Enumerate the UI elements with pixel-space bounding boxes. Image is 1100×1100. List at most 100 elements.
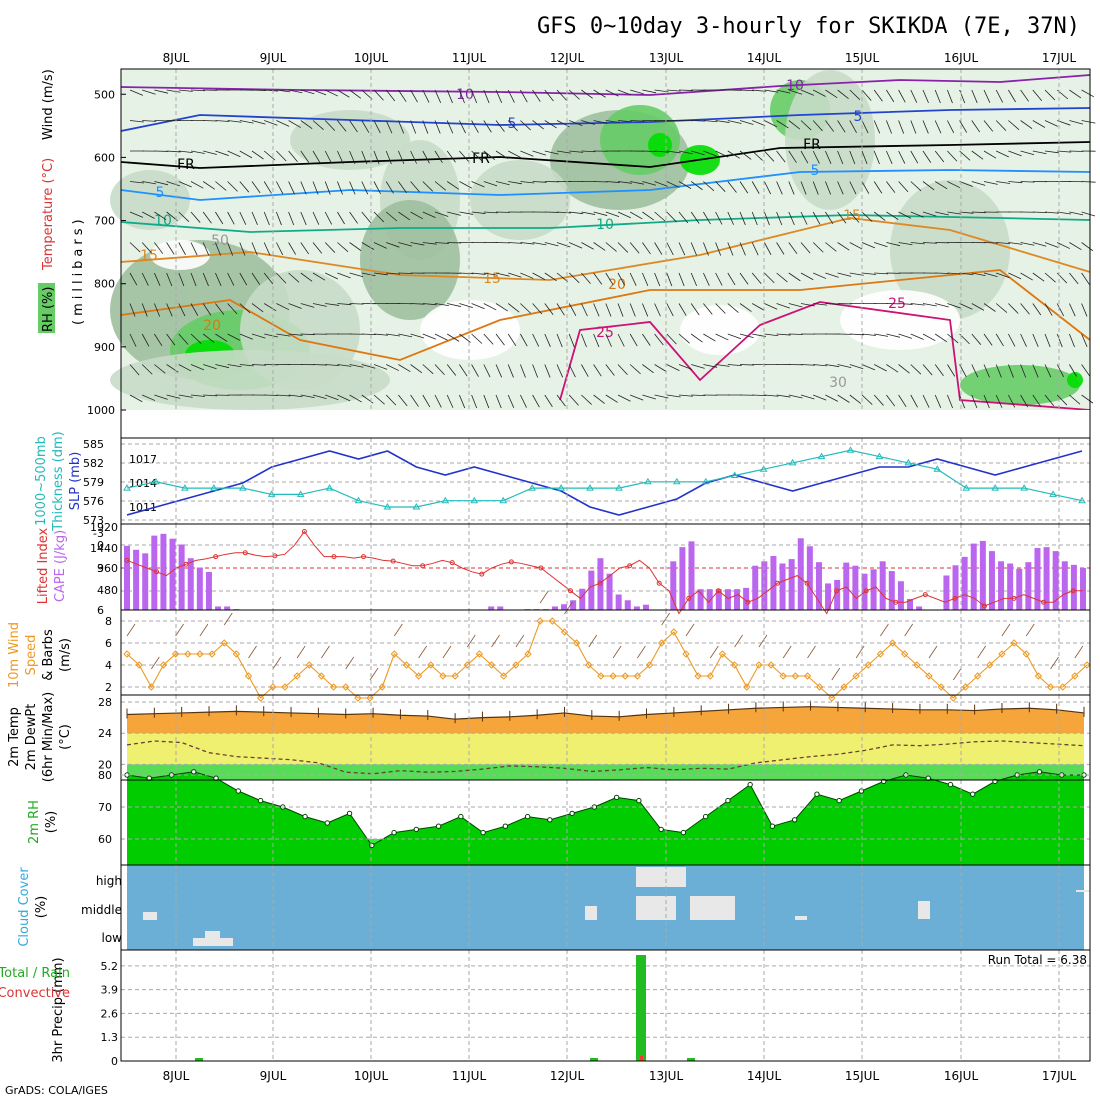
wind-point xyxy=(342,683,350,691)
wind-barb xyxy=(776,272,788,283)
thickness-ytick: 582 xyxy=(83,457,104,470)
wind-barb xyxy=(922,89,929,104)
wind-barb xyxy=(520,150,534,157)
cloud-block xyxy=(690,896,735,920)
wind-barb xyxy=(398,272,413,274)
wind-barb xyxy=(873,120,881,134)
wind-barb xyxy=(556,303,565,316)
li-point xyxy=(479,571,485,577)
precip-ytick: 5.2 xyxy=(101,960,119,973)
wind-barb xyxy=(617,272,625,286)
wind-barb xyxy=(715,364,730,367)
cape-bar xyxy=(579,588,586,610)
wind-barb xyxy=(739,89,755,92)
cloud-block xyxy=(205,931,220,938)
rh-point xyxy=(569,810,575,817)
wind-barb xyxy=(263,272,274,285)
wind-barb xyxy=(800,303,815,307)
wind-barb xyxy=(532,150,547,156)
wind-barb xyxy=(825,364,840,368)
li-point xyxy=(154,569,160,575)
wind-point xyxy=(828,694,836,702)
wind-barb xyxy=(959,89,966,104)
wind-barb xyxy=(617,89,632,96)
wind-barb xyxy=(239,303,251,314)
wind-barb xyxy=(947,89,953,104)
wind-barb xyxy=(532,272,546,280)
wind-barb xyxy=(739,303,752,312)
wind-barb xyxy=(1069,303,1076,317)
wind-barb-10m xyxy=(709,645,719,659)
wind-barb xyxy=(349,394,362,403)
cape-bar xyxy=(752,565,759,610)
wind-barb xyxy=(337,303,352,306)
wind-barb xyxy=(263,150,276,161)
wind-barb xyxy=(788,242,798,255)
contour-label: FR xyxy=(803,137,821,153)
wind-barb xyxy=(385,89,396,102)
wind-barb xyxy=(556,150,571,154)
wind-point xyxy=(609,672,617,680)
li-point xyxy=(863,588,869,594)
wind-barb xyxy=(934,150,945,163)
wind-barb xyxy=(520,272,534,279)
wind-barb xyxy=(1020,333,1027,347)
wind-barb-10m xyxy=(199,623,209,637)
li-point xyxy=(656,580,662,586)
wind-barb xyxy=(861,211,873,222)
wind-barb-10m xyxy=(539,590,549,604)
wind-barb xyxy=(873,181,883,194)
thickness-point xyxy=(1078,496,1086,504)
wind-barb xyxy=(471,394,478,409)
thickness-point xyxy=(615,484,623,491)
wind-point xyxy=(487,661,496,669)
wind-barb xyxy=(178,150,193,154)
wind-barb xyxy=(605,303,612,317)
cape-bar xyxy=(597,558,604,610)
wind-barb xyxy=(1057,211,1072,215)
wind-barb xyxy=(995,303,1008,313)
isotherm-line xyxy=(559,301,1091,411)
wind-barb xyxy=(434,89,442,103)
wind-barb xyxy=(642,89,657,94)
li-point xyxy=(242,550,248,556)
wind-point xyxy=(1010,639,1018,647)
wind-barb xyxy=(471,303,485,310)
wind-barb xyxy=(544,242,559,247)
wind-barb xyxy=(251,211,258,226)
wind-barb xyxy=(129,272,138,286)
wind-barb-10m xyxy=(807,645,816,659)
wind-point xyxy=(196,650,204,658)
wind-barb xyxy=(568,89,580,100)
wind-barb xyxy=(947,120,955,134)
wind-barb xyxy=(581,333,587,348)
wind-barb xyxy=(385,150,392,165)
wind-barb xyxy=(325,89,338,97)
wind-barb xyxy=(947,303,961,309)
wind-barb xyxy=(764,272,775,284)
wind-barb xyxy=(203,364,217,370)
wind-barb xyxy=(1069,150,1084,152)
wind-barb xyxy=(507,89,515,103)
wind-barb xyxy=(276,211,282,226)
wind-barb xyxy=(361,364,376,369)
wind-barb xyxy=(813,303,828,306)
wind-barb xyxy=(947,394,954,409)
wind-barb xyxy=(1081,394,1094,404)
wind-barb xyxy=(361,211,372,224)
wind-panel-label: Speed xyxy=(24,635,39,676)
wind-barb xyxy=(398,120,405,134)
wind-barb xyxy=(190,364,205,371)
wind-barb xyxy=(788,211,795,226)
wind-barb xyxy=(154,89,169,94)
wind-point xyxy=(694,672,702,680)
wind-barb xyxy=(837,150,844,165)
wind-barb xyxy=(825,120,835,132)
wind-barb-10m xyxy=(782,645,792,659)
wind-point xyxy=(305,661,313,669)
wind-barb xyxy=(812,120,823,132)
wind-barb-10m xyxy=(1074,645,1084,659)
wind-barb xyxy=(581,394,592,405)
wind-barb xyxy=(495,394,502,409)
thickness-point xyxy=(644,477,652,485)
